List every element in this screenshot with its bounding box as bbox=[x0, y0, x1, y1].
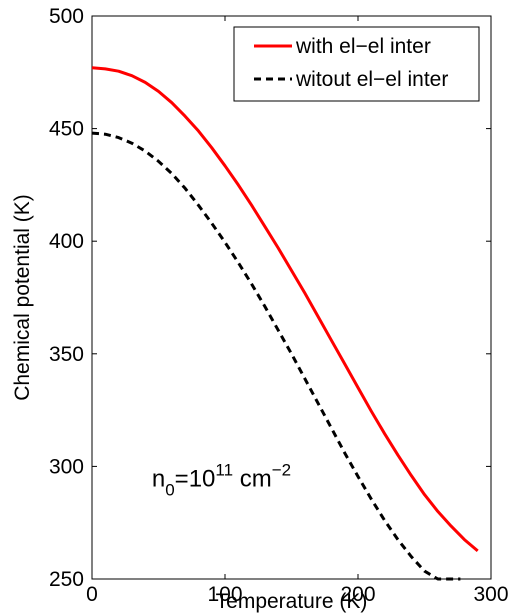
y-tick-label: 350 bbox=[49, 343, 84, 366]
series-lines bbox=[91, 66, 479, 581]
series-line-with-interaction bbox=[91, 66, 479, 553]
series-line-without-interaction bbox=[91, 131, 461, 581]
y-tick-label: 250 bbox=[49, 568, 84, 591]
density-annotation: n0=1011 cm−2 bbox=[152, 461, 291, 500]
y-tick-label: 400 bbox=[49, 230, 84, 253]
plot-area bbox=[91, 15, 492, 580]
y-tick-label: 300 bbox=[49, 455, 84, 478]
x-tick-label: 0 bbox=[86, 583, 98, 606]
axis-ticks: 0 100 200 300 250 300 350 400 450 500 bbox=[49, 5, 509, 606]
legend-label: with el−el inter bbox=[295, 35, 431, 58]
y-tick-label: 450 bbox=[49, 118, 84, 141]
legend: with el−el inter witout el−el inter bbox=[233, 26, 480, 102]
legend-box bbox=[233, 26, 480, 102]
x-tick-label: 100 bbox=[207, 583, 242, 606]
legend-label: witout el−el inter bbox=[295, 68, 448, 91]
x-tick-label: 200 bbox=[340, 583, 375, 606]
y-tick-label: 500 bbox=[49, 5, 84, 28]
x-axis-label: Temperature (K) bbox=[216, 590, 368, 613]
x-tick-label: 300 bbox=[473, 583, 508, 606]
y-axis-label: Chemical potential (K) bbox=[11, 194, 34, 401]
annotation-text: n0=1011 cm−2 bbox=[152, 461, 291, 500]
